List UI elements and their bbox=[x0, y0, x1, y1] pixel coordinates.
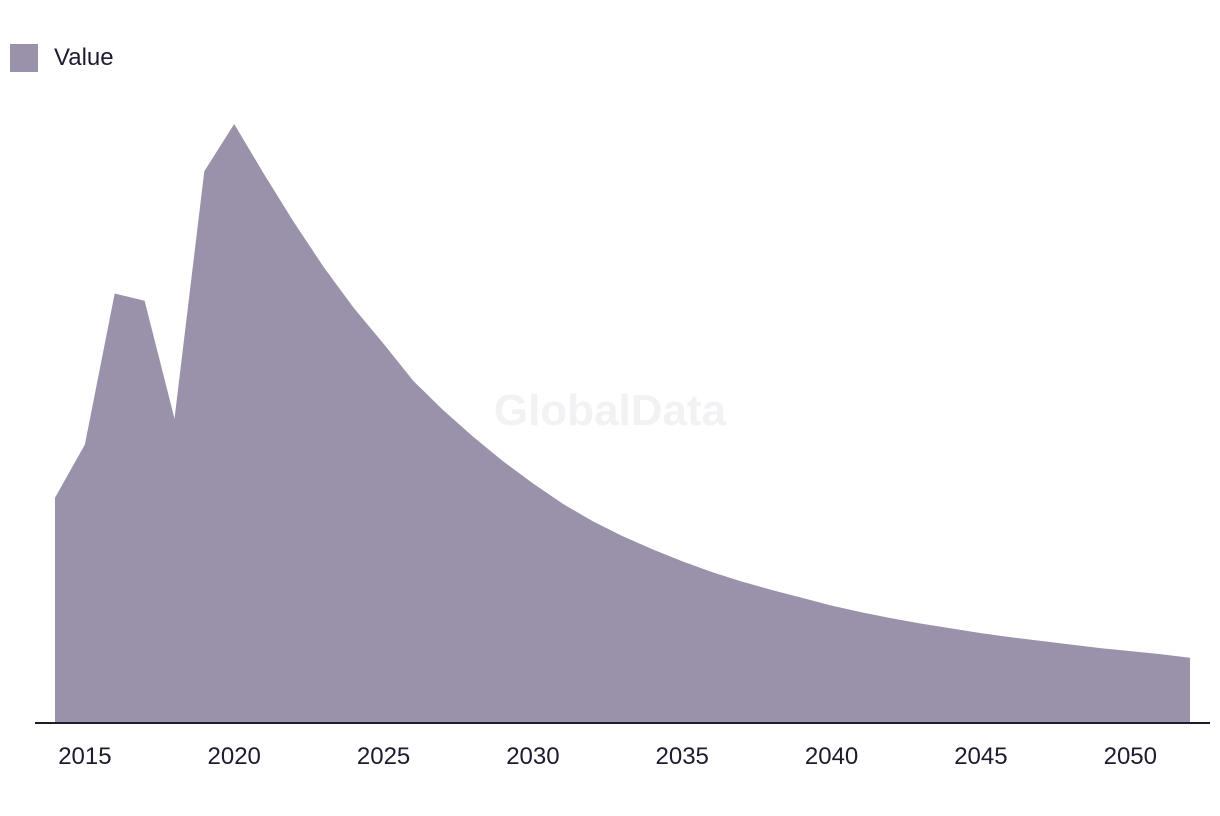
x-tick-label: 2015 bbox=[58, 743, 111, 770]
legend-swatch bbox=[10, 44, 38, 72]
area-series-0 bbox=[55, 124, 1190, 723]
x-tick-label: 2020 bbox=[208, 743, 261, 770]
x-tick-label: 2035 bbox=[656, 743, 709, 770]
watermark: GlobalData bbox=[494, 386, 727, 435]
area-layer bbox=[55, 124, 1190, 723]
x-tick-label: 2050 bbox=[1104, 743, 1157, 770]
legend-label: Value bbox=[54, 44, 114, 71]
x-tick-label: 2045 bbox=[954, 743, 1007, 770]
x-tick-label: 2030 bbox=[506, 743, 559, 770]
x-tick-label: 2040 bbox=[805, 743, 858, 770]
legend: Value bbox=[10, 44, 114, 72]
x-tick-label: 2025 bbox=[357, 743, 410, 770]
x-tick-labels: 2015 2020 2025 2030 2035 2040 2045 2050 bbox=[58, 743, 1157, 770]
